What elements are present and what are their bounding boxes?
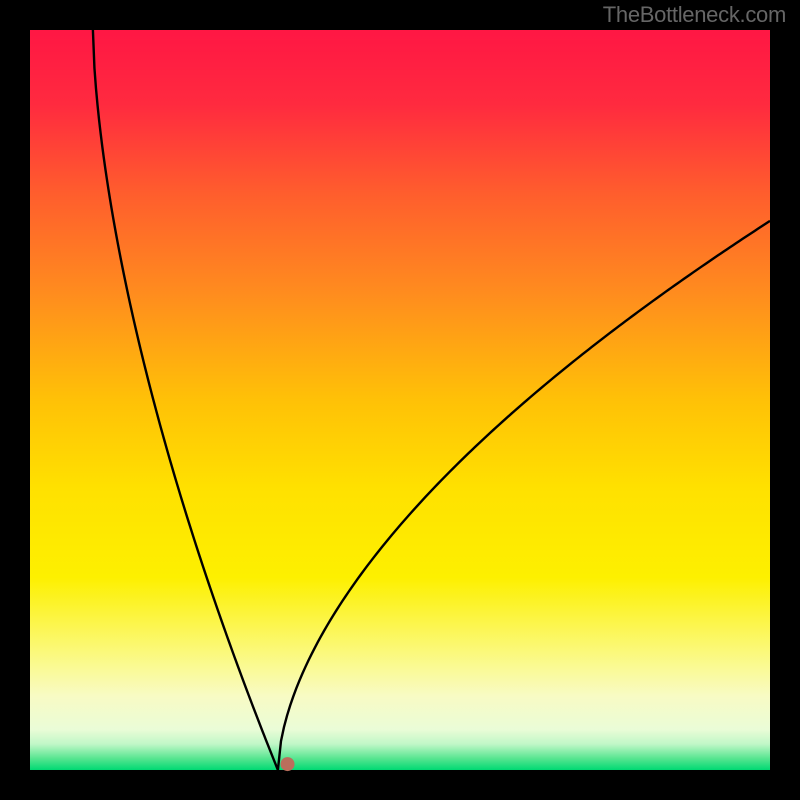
chart-gradient-area <box>30 30 770 770</box>
chart-container: TheBottleneck.com <box>0 0 800 800</box>
optimal-point-marker <box>281 757 295 771</box>
bottleneck-chart <box>0 0 800 800</box>
watermark-text: TheBottleneck.com <box>603 2 786 28</box>
